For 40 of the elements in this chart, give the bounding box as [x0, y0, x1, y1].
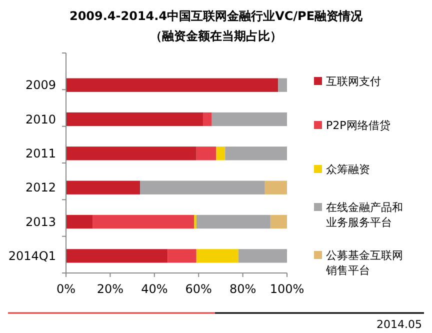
y-tick-label: 2013: [25, 214, 56, 229]
bar: [225, 146, 287, 160]
bar: [238, 249, 287, 263]
bar: [278, 78, 287, 92]
legend-label: 公募基金互联网销售平台: [325, 249, 403, 277]
bar: [66, 78, 278, 92]
bar: [168, 249, 196, 263]
legend-label: 在线金融产品和业务服务平台: [326, 201, 403, 229]
bar: [66, 249, 168, 263]
bar: [264, 180, 287, 194]
bar: [196, 249, 238, 263]
x-tick-label: 100%: [270, 282, 304, 296]
bar: [66, 146, 196, 160]
bar: [66, 214, 93, 229]
bar: [66, 112, 204, 126]
x-tick-label: 80%: [229, 282, 256, 296]
y-tick-label: 2010: [25, 112, 56, 126]
legend-label: P2P网络借贷: [326, 119, 390, 132]
legend-label: 互联网支付: [326, 75, 381, 88]
text: 2014.05: [376, 318, 422, 331]
y-tick-label: 2012: [25, 180, 56, 195]
bar: [196, 214, 270, 229]
bar: [212, 112, 287, 126]
bar: [196, 146, 216, 160]
y-tick-label: 2014Q1: [8, 248, 56, 263]
bar: [270, 214, 287, 229]
x-tick-label: 0%: [56, 282, 76, 296]
y-tick-label: 2009: [25, 78, 56, 92]
x-tick-label: 20%: [96, 282, 124, 296]
bar: [92, 214, 194, 229]
y-tick-label: 2011: [25, 146, 56, 160]
bar: [66, 180, 140, 194]
bar: [203, 112, 212, 126]
x-tick-label: 40%: [141, 282, 168, 296]
bar: [140, 180, 265, 194]
chart-subtitle: （融资金额在当期占比）: [150, 29, 282, 43]
bar: [216, 146, 226, 160]
chart-title: 2009.4-2014.4中国互联网金融行业VC/PE融资情况: [69, 9, 364, 23]
legend-label: 众筹融资: [326, 163, 370, 176]
x-tick-label: 60%: [185, 282, 212, 296]
